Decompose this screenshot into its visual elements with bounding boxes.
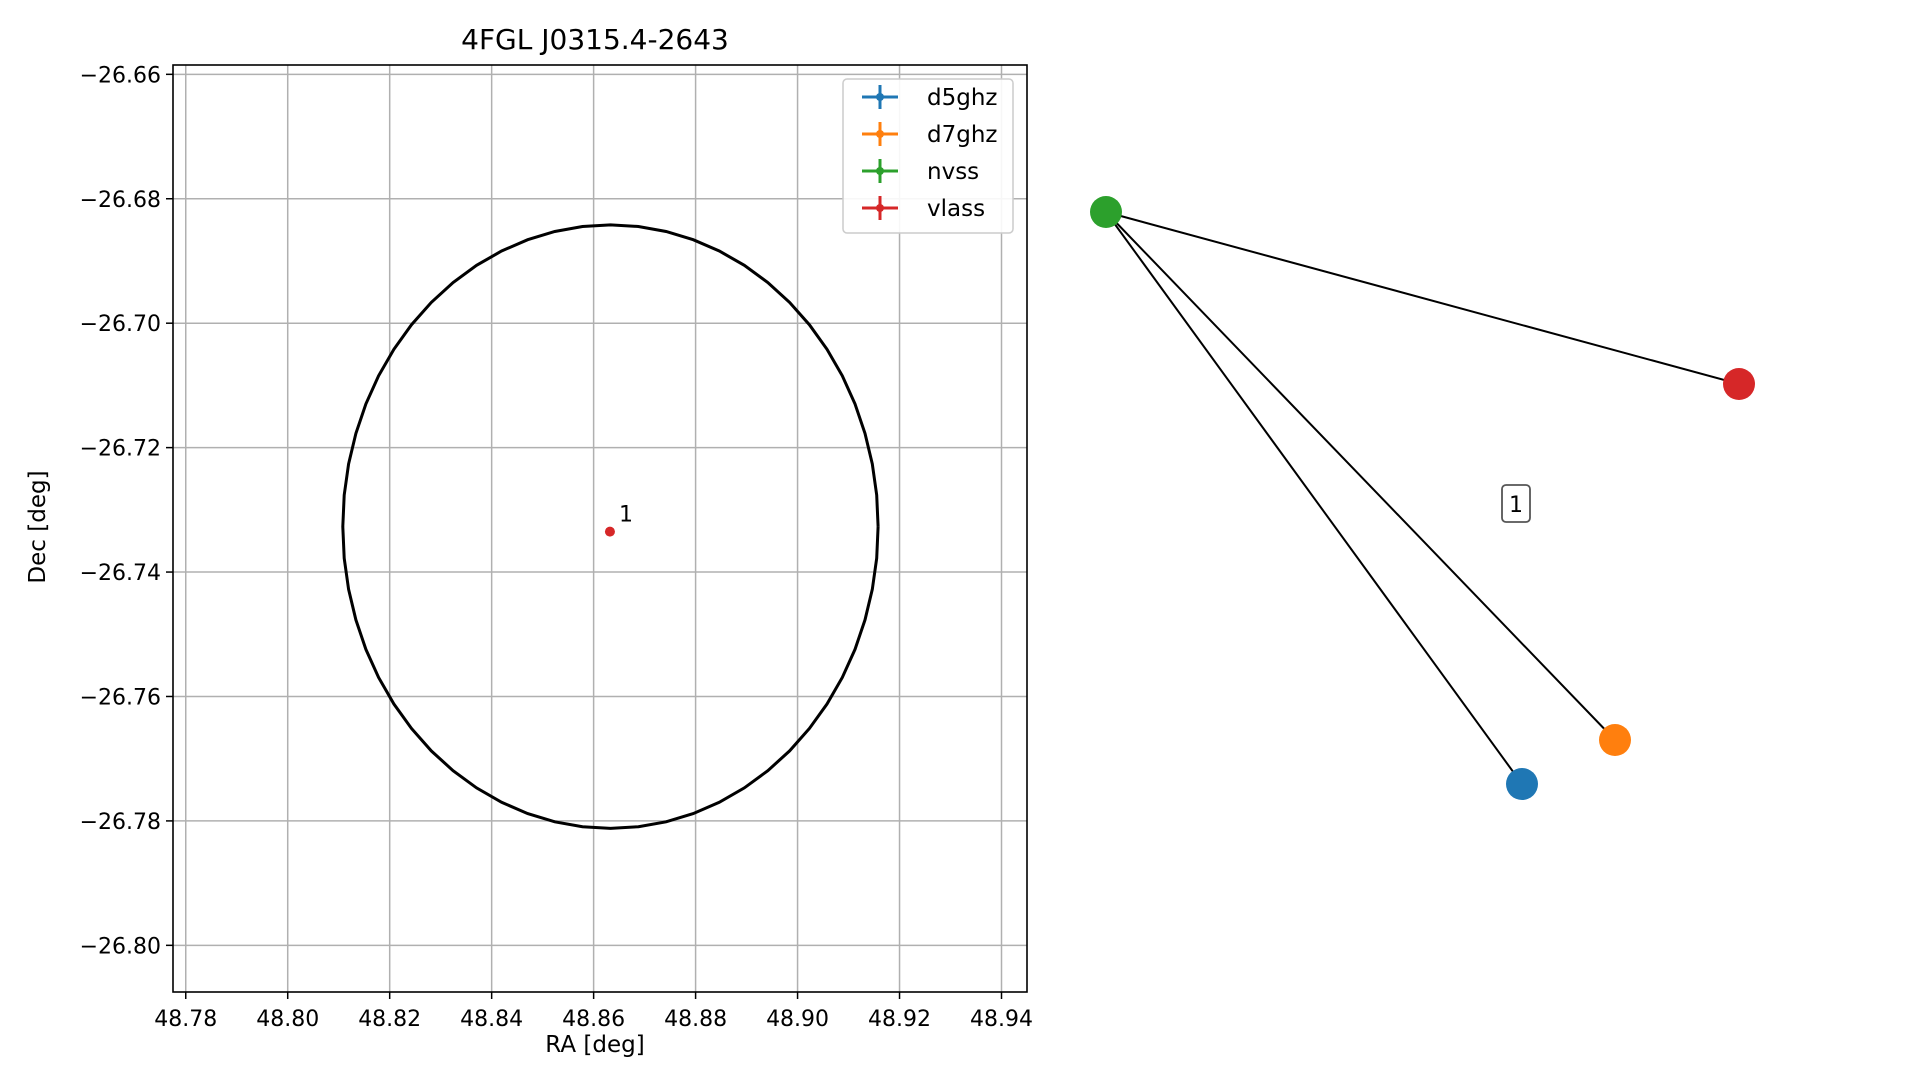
x-tick-label: 48.78 — [154, 1007, 217, 1032]
axes-frame — [172, 64, 1028, 993]
x-tick-label: 48.94 — [970, 1007, 1033, 1032]
legend-item-vlass: vlass — [862, 196, 985, 222]
legend-label: d5ghz — [927, 85, 997, 111]
graph-edges — [1105, 211, 1740, 785]
legend-marker-dot — [876, 167, 884, 175]
localization-ellipse — [341, 223, 880, 830]
y-tick-label: −26.72 — [80, 437, 161, 462]
legend-item-d7ghz: d7ghz — [862, 122, 997, 148]
graph-node-d5ghz — [1506, 768, 1538, 800]
graph-edge-nvss-d7ghz — [1105, 211, 1616, 741]
graph-group-label-text: 1 — [1509, 493, 1523, 518]
legend-label: nvss — [927, 159, 979, 185]
association-graph: 1 — [1090, 196, 1755, 800]
source-points: 1 — [604, 503, 633, 537]
graph-node-d7ghz — [1599, 724, 1631, 756]
y-tick-label: −26.74 — [80, 561, 161, 586]
graph-nodes — [1090, 196, 1755, 800]
legend-marker-dot — [876, 204, 884, 212]
graph-node-vlass — [1723, 368, 1755, 400]
legend-marker-dot — [876, 93, 884, 101]
legend-label: vlass — [927, 196, 985, 222]
y-tick-label: −26.70 — [80, 312, 161, 337]
y-tick-label: −26.78 — [80, 810, 161, 835]
x-tick-label: 48.86 — [562, 1007, 625, 1032]
x-axis-label: RA [deg] — [545, 1032, 644, 1058]
legend: d5ghz d7ghz nvss vlass — [842, 78, 1014, 234]
position-chart: 1 48.78 48.80 48.82 48.84 48.86 48.88 48.90 48.… — [25, 23, 1033, 1058]
x-tick-label: 48.92 — [868, 1007, 931, 1032]
y-tick-label: −26.80 — [80, 934, 161, 959]
y-tick-label: −26.68 — [80, 188, 161, 213]
graph-node-nvss — [1090, 196, 1122, 228]
legend-label: d7ghz — [927, 122, 997, 148]
x-tick-label: 48.90 — [766, 1007, 829, 1032]
legend-item-d5ghz: d5ghz — [862, 85, 997, 111]
legend-items: d5ghz d7ghz nvss vlass — [862, 85, 997, 222]
x-tick-label: 48.88 — [664, 1007, 727, 1032]
legend-item-nvss: nvss — [862, 159, 979, 185]
chart-title: 4FGL J0315.4-2643 — [461, 23, 729, 56]
y-axis-ticks: −26.66 −26.68 −26.70 −26.72 −26.74 −26.76 −26.… — [80, 63, 173, 959]
graph-edge-nvss-d5ghz — [1105, 211, 1523, 785]
y-axis-label: Dec [deg] — [25, 470, 51, 583]
y-tick-label: −26.66 — [80, 63, 161, 88]
x-tick-label: 48.80 — [256, 1007, 319, 1032]
legend-marker-dot — [876, 130, 884, 138]
x-tick-label: 48.84 — [460, 1007, 523, 1032]
legend-box — [842, 78, 1014, 234]
y-tick-label: −26.76 — [80, 685, 161, 710]
x-axis-ticks: 48.78 48.80 48.82 48.84 48.86 48.88 48.90 48.92… — [154, 992, 1033, 1032]
graph-edge-nvss-vlass — [1105, 211, 1740, 385]
x-tick-label: 48.82 — [358, 1007, 421, 1032]
source-point — [604, 526, 615, 537]
graph-group-label-box — [1501, 484, 1531, 523]
graph-group-label: 1 — [1501, 484, 1531, 523]
source-point-label: 1 — [619, 503, 633, 528]
